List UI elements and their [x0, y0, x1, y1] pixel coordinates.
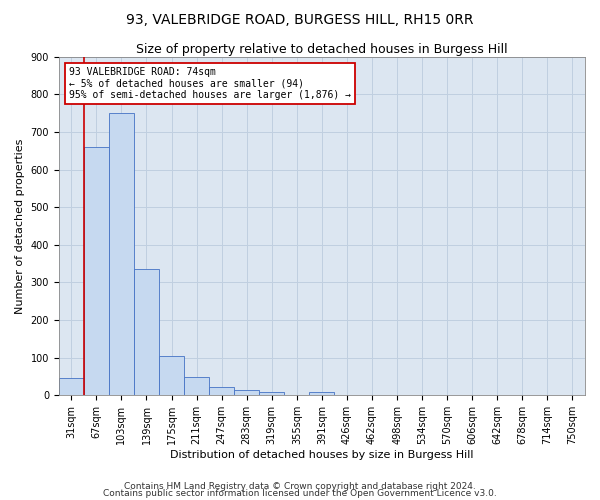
Bar [259, 392, 284, 396]
Bar [109, 113, 134, 396]
Text: 93 VALEBRIDGE ROAD: 74sqm
← 5% of detached houses are smaller (94)
95% of semi-d: 93 VALEBRIDGE ROAD: 74sqm ← 5% of detach… [70, 67, 352, 100]
Bar [59, 378, 84, 396]
Title: Size of property relative to detached houses in Burgess Hill: Size of property relative to detached ho… [136, 42, 508, 56]
Bar [159, 356, 184, 396]
Bar [84, 147, 109, 396]
Bar [209, 387, 234, 396]
Y-axis label: Number of detached properties: Number of detached properties [15, 138, 25, 314]
Text: Contains public sector information licensed under the Open Government Licence v3: Contains public sector information licen… [103, 489, 497, 498]
Bar [184, 378, 209, 396]
Bar [134, 270, 159, 396]
Bar [310, 392, 334, 396]
Text: Contains HM Land Registry data © Crown copyright and database right 2024.: Contains HM Land Registry data © Crown c… [124, 482, 476, 491]
Bar [234, 390, 259, 396]
Text: 93, VALEBRIDGE ROAD, BURGESS HILL, RH15 0RR: 93, VALEBRIDGE ROAD, BURGESS HILL, RH15 … [126, 12, 474, 26]
X-axis label: Distribution of detached houses by size in Burgess Hill: Distribution of detached houses by size … [170, 450, 473, 460]
